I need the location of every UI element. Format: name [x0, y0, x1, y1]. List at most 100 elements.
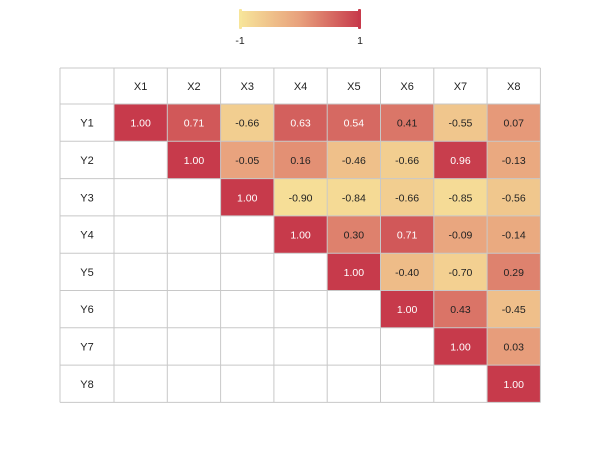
column-label-x7: X7: [454, 81, 467, 93]
column-label-x4: X4: [294, 81, 307, 93]
heatmap-cell-y1-x5: [327, 104, 381, 142]
color-scale-min-label: -1: [235, 35, 244, 47]
cell-value-label: 1.00: [237, 192, 258, 204]
cell-value-label: -0.46: [342, 155, 366, 167]
heatmap-cell-y8-x3: [220, 365, 274, 403]
heatmap-cell-y6-x7: [433, 290, 488, 328]
heatmap-cell-y3-x1: [114, 178, 168, 216]
heatmap-cell-y3-x2: [167, 178, 221, 216]
heatmap-cell-y7-x4: [273, 327, 328, 366]
heatmap-cell-y7-x3: [220, 327, 274, 366]
heatmap-cell-y8-x5: [327, 365, 381, 403]
heatmap-cell-y6-x1: [114, 290, 168, 328]
heatmap-cell-y4-x2: [167, 215, 221, 254]
heatmap-cell-y3-x6: [380, 178, 434, 216]
cell-value-label: -0.55: [448, 118, 472, 130]
heatmap-cell-y2-x7: [433, 141, 488, 179]
column-label-x5: X5: [347, 81, 360, 93]
heatmap-cell-y2-x8: [487, 141, 541, 179]
heatmap-cell-y4-x4: [273, 215, 328, 254]
cell-value-label: -0.13: [502, 155, 526, 167]
cell-value-label: 0.41: [397, 118, 418, 130]
cell-value-label: 0.07: [504, 118, 525, 130]
heatmap-cell-y6-x5: [327, 290, 381, 328]
heatmap-cell-y6-x3: [220, 290, 274, 328]
color-scale-bar: [240, 11, 360, 27]
heatmap-cell-y8-x7: [433, 365, 488, 403]
heatmap-cell-y4-x5: [327, 215, 381, 254]
cell-value-label: 0.71: [184, 118, 205, 130]
cell-value-label: 0.71: [397, 230, 418, 242]
cell-value-label: 1.00: [344, 267, 365, 279]
row-label-y8: Y8: [80, 379, 93, 391]
heatmap-cell-y7-x8: [487, 327, 541, 366]
cell-value-label: 0.43: [450, 304, 471, 316]
heatmap-cell-y4-x7: [433, 215, 488, 254]
heatmap-cell-y5-x6: [380, 253, 434, 291]
cell-value-label: 0.16: [290, 155, 311, 167]
heatmap-cell-y1-x4: [273, 104, 328, 142]
heatmap-cell-y1-x2: [167, 104, 221, 142]
heatmap-cell-y2-x4: [273, 141, 328, 179]
column-label-x6: X6: [400, 81, 413, 93]
heatmap-cell-y4-x3: [220, 215, 274, 254]
grid-lines: [59, 67, 541, 403]
row-label-y2: Y2: [80, 155, 93, 167]
cell-value-label: 1.00: [504, 379, 525, 391]
heatmap-cell-y7-x1: [114, 327, 168, 366]
heatmap-cell-y4-x6: [380, 215, 434, 254]
heatmap-cell-y8-x8: [487, 365, 541, 403]
cell-value-label: 1.00: [450, 341, 471, 353]
cell-value-label: -0.66: [395, 155, 419, 167]
heatmap-grid: X1 X2 X3 X4 X5 X6 X7 X8 Y1 1.00 0.71 -0.66 0.63 0.54 0…: [59, 67, 541, 403]
heatmap-cell-y5-x5: [327, 253, 381, 291]
row-label-y5: Y5: [80, 267, 93, 279]
cell-value-label: 0.29: [504, 267, 525, 279]
heatmap-cell-y5-x4: [273, 253, 328, 291]
heatmap-cell-y4-x1: [114, 215, 168, 254]
heatmap-cell-y2-x2: [167, 141, 221, 179]
heatmap-cell-y2-x6: [380, 141, 434, 179]
heatmap-cell-y7-x7: [433, 327, 488, 366]
cell-value-label: 0.30: [344, 230, 365, 242]
cell-value-label: 0.96: [450, 155, 471, 167]
heatmap-cell-y7-x2: [167, 327, 221, 366]
cell-value-label: -0.66: [395, 192, 419, 204]
heatmap-cell-y8-x2: [167, 365, 221, 403]
cell-value-label: 0.54: [344, 118, 365, 130]
cell-value-label: 0.03: [504, 341, 525, 353]
cell-value-label: -0.85: [448, 192, 472, 204]
color-scale-min-cap: [239, 9, 242, 29]
heatmap-cell-y2-x3: [220, 141, 274, 179]
column-label-x8: X8: [507, 81, 520, 93]
heatmap-cell-y1-x1: [114, 104, 168, 142]
heatmap-cell-y3-x3: [220, 178, 274, 216]
row-label-y1: Y1: [80, 118, 93, 130]
heatmap-cell-y6-x2: [167, 290, 221, 328]
heatmap-cell-y3-x4: [273, 178, 328, 216]
cell-value-label: -0.40: [395, 267, 419, 279]
heatmap-cell-y5-x8: [487, 253, 541, 291]
heatmap-cell-y8-x4: [273, 365, 328, 403]
cell-value-label: -0.05: [235, 155, 259, 167]
heatmap-cell-y5-x2: [167, 253, 221, 291]
heatmap-cell-y1-x3: [220, 104, 274, 142]
cell-value-label: 1.00: [184, 155, 205, 167]
row-label-y4: Y4: [80, 230, 93, 242]
column-label-x3: X3: [241, 81, 254, 93]
row-label-y3: Y3: [80, 192, 93, 204]
cell-value-label: 1.00: [397, 304, 418, 316]
heatmap-cell-y2-x5: [327, 141, 381, 179]
heatmap-cell-y1-x8: [487, 104, 541, 142]
column-label-x1: X1: [134, 81, 147, 93]
color-scale-max-cap: [358, 9, 361, 29]
heatmap-cell-y1-x6: [380, 104, 434, 142]
heatmap-cell-y5-x1: [114, 253, 168, 291]
column-label-x2: X2: [187, 81, 200, 93]
row-label-y7: Y7: [80, 341, 93, 353]
heatmap-cell-y7-x6: [380, 327, 434, 366]
heatmap-cell-y3-x8: [487, 178, 541, 216]
cell-value-label: 1.00: [130, 118, 151, 130]
cell-value-label: -0.09: [448, 230, 472, 242]
